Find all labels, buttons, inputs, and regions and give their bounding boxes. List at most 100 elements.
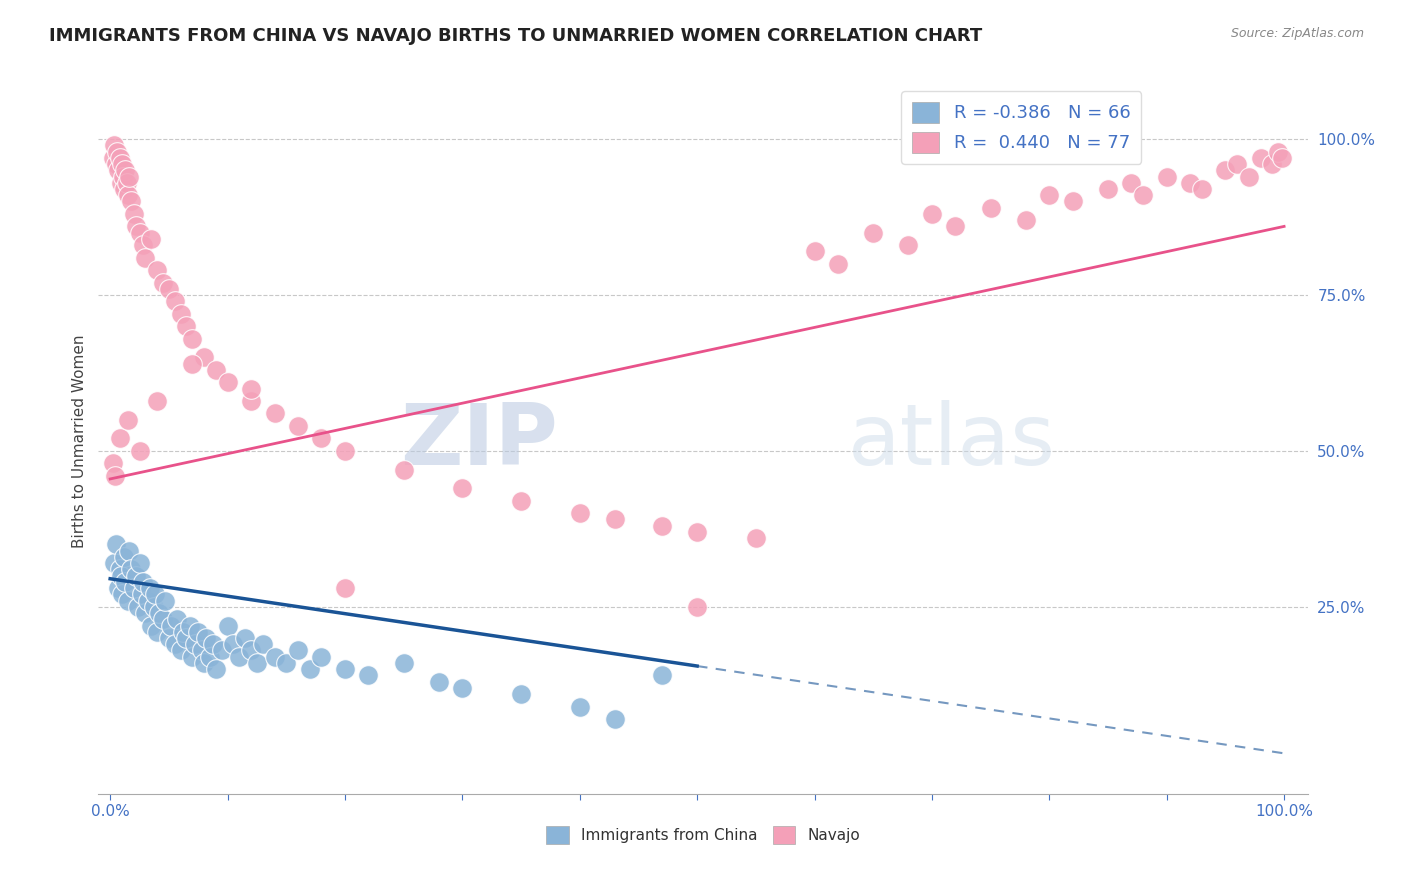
Point xyxy=(103,138,125,153)
Point xyxy=(136,593,159,607)
Text: Source: ZipAtlas.com: Source: ZipAtlas.com xyxy=(1230,27,1364,40)
Point xyxy=(110,568,132,582)
Point xyxy=(651,518,673,533)
Point xyxy=(183,637,205,651)
Point xyxy=(187,624,209,639)
Point xyxy=(166,612,188,626)
Point xyxy=(233,631,256,645)
Point xyxy=(101,151,124,165)
Point xyxy=(1156,169,1178,184)
Point xyxy=(603,712,626,726)
Point xyxy=(117,593,139,607)
Point xyxy=(803,244,825,259)
Point xyxy=(897,238,920,252)
Point xyxy=(392,656,415,670)
Point xyxy=(143,587,166,601)
Point xyxy=(118,543,141,558)
Point xyxy=(686,524,709,539)
Point xyxy=(103,556,125,570)
Point xyxy=(1267,145,1289,159)
Point xyxy=(172,624,194,639)
Point xyxy=(163,637,186,651)
Point xyxy=(921,207,943,221)
Point xyxy=(240,643,263,657)
Point xyxy=(827,257,849,271)
Point xyxy=(115,176,138,190)
Text: atlas: atlas xyxy=(848,400,1056,483)
Point xyxy=(1261,157,1284,171)
Point xyxy=(176,319,198,334)
Point xyxy=(179,618,201,632)
Point xyxy=(745,531,768,545)
Point xyxy=(1226,157,1249,171)
Point xyxy=(651,668,673,682)
Point xyxy=(204,363,226,377)
Point xyxy=(1097,182,1119,196)
Point xyxy=(510,687,533,701)
Point xyxy=(169,307,191,321)
Point xyxy=(510,493,533,508)
Point xyxy=(1191,182,1213,196)
Point xyxy=(980,201,1002,215)
Point xyxy=(198,649,221,664)
Point xyxy=(125,219,148,234)
Point xyxy=(157,631,180,645)
Point xyxy=(204,662,226,676)
Point xyxy=(107,163,129,178)
Point xyxy=(107,581,129,595)
Point xyxy=(217,618,239,632)
Point xyxy=(111,157,134,171)
Point xyxy=(603,512,626,526)
Point xyxy=(263,407,285,421)
Point xyxy=(1250,151,1272,165)
Point xyxy=(120,194,142,209)
Point xyxy=(127,599,149,614)
Point xyxy=(134,606,156,620)
Point xyxy=(108,562,131,576)
Point xyxy=(1062,194,1084,209)
Point xyxy=(128,443,150,458)
Text: IMMIGRANTS FROM CHINA VS NAVAJO BIRTHS TO UNMARRIED WOMEN CORRELATION CHART: IMMIGRANTS FROM CHINA VS NAVAJO BIRTHS T… xyxy=(49,27,983,45)
Point xyxy=(1215,163,1237,178)
Point xyxy=(568,699,591,714)
Point xyxy=(1132,188,1154,202)
Point xyxy=(108,432,131,446)
Point xyxy=(333,581,356,595)
Point xyxy=(114,574,136,589)
Point xyxy=(451,481,474,495)
Point xyxy=(152,612,174,626)
Point xyxy=(132,238,155,252)
Point xyxy=(298,662,321,676)
Legend: Immigrants from China, Navajo: Immigrants from China, Navajo xyxy=(540,820,866,850)
Point xyxy=(108,151,131,165)
Point xyxy=(228,649,250,664)
Point xyxy=(120,562,142,576)
Point xyxy=(125,568,148,582)
Point xyxy=(117,413,139,427)
Point xyxy=(146,624,169,639)
Point xyxy=(128,556,150,570)
Point xyxy=(146,263,169,277)
Point xyxy=(160,618,183,632)
Point xyxy=(357,668,380,682)
Text: ZIP: ZIP xyxy=(401,400,558,483)
Point xyxy=(146,394,169,409)
Point xyxy=(155,593,177,607)
Point xyxy=(104,468,127,483)
Point xyxy=(1237,169,1260,184)
Point xyxy=(311,649,333,664)
Point xyxy=(112,549,135,564)
Point xyxy=(427,674,450,689)
Point xyxy=(686,599,709,614)
Point xyxy=(169,643,191,657)
Point xyxy=(122,207,145,221)
Point xyxy=(142,599,165,614)
Point xyxy=(392,462,415,476)
Point xyxy=(193,656,215,670)
Point xyxy=(118,169,141,184)
Point xyxy=(111,587,134,601)
Point xyxy=(1271,151,1294,165)
Point xyxy=(105,145,128,159)
Point xyxy=(202,637,225,651)
Point xyxy=(112,182,135,196)
